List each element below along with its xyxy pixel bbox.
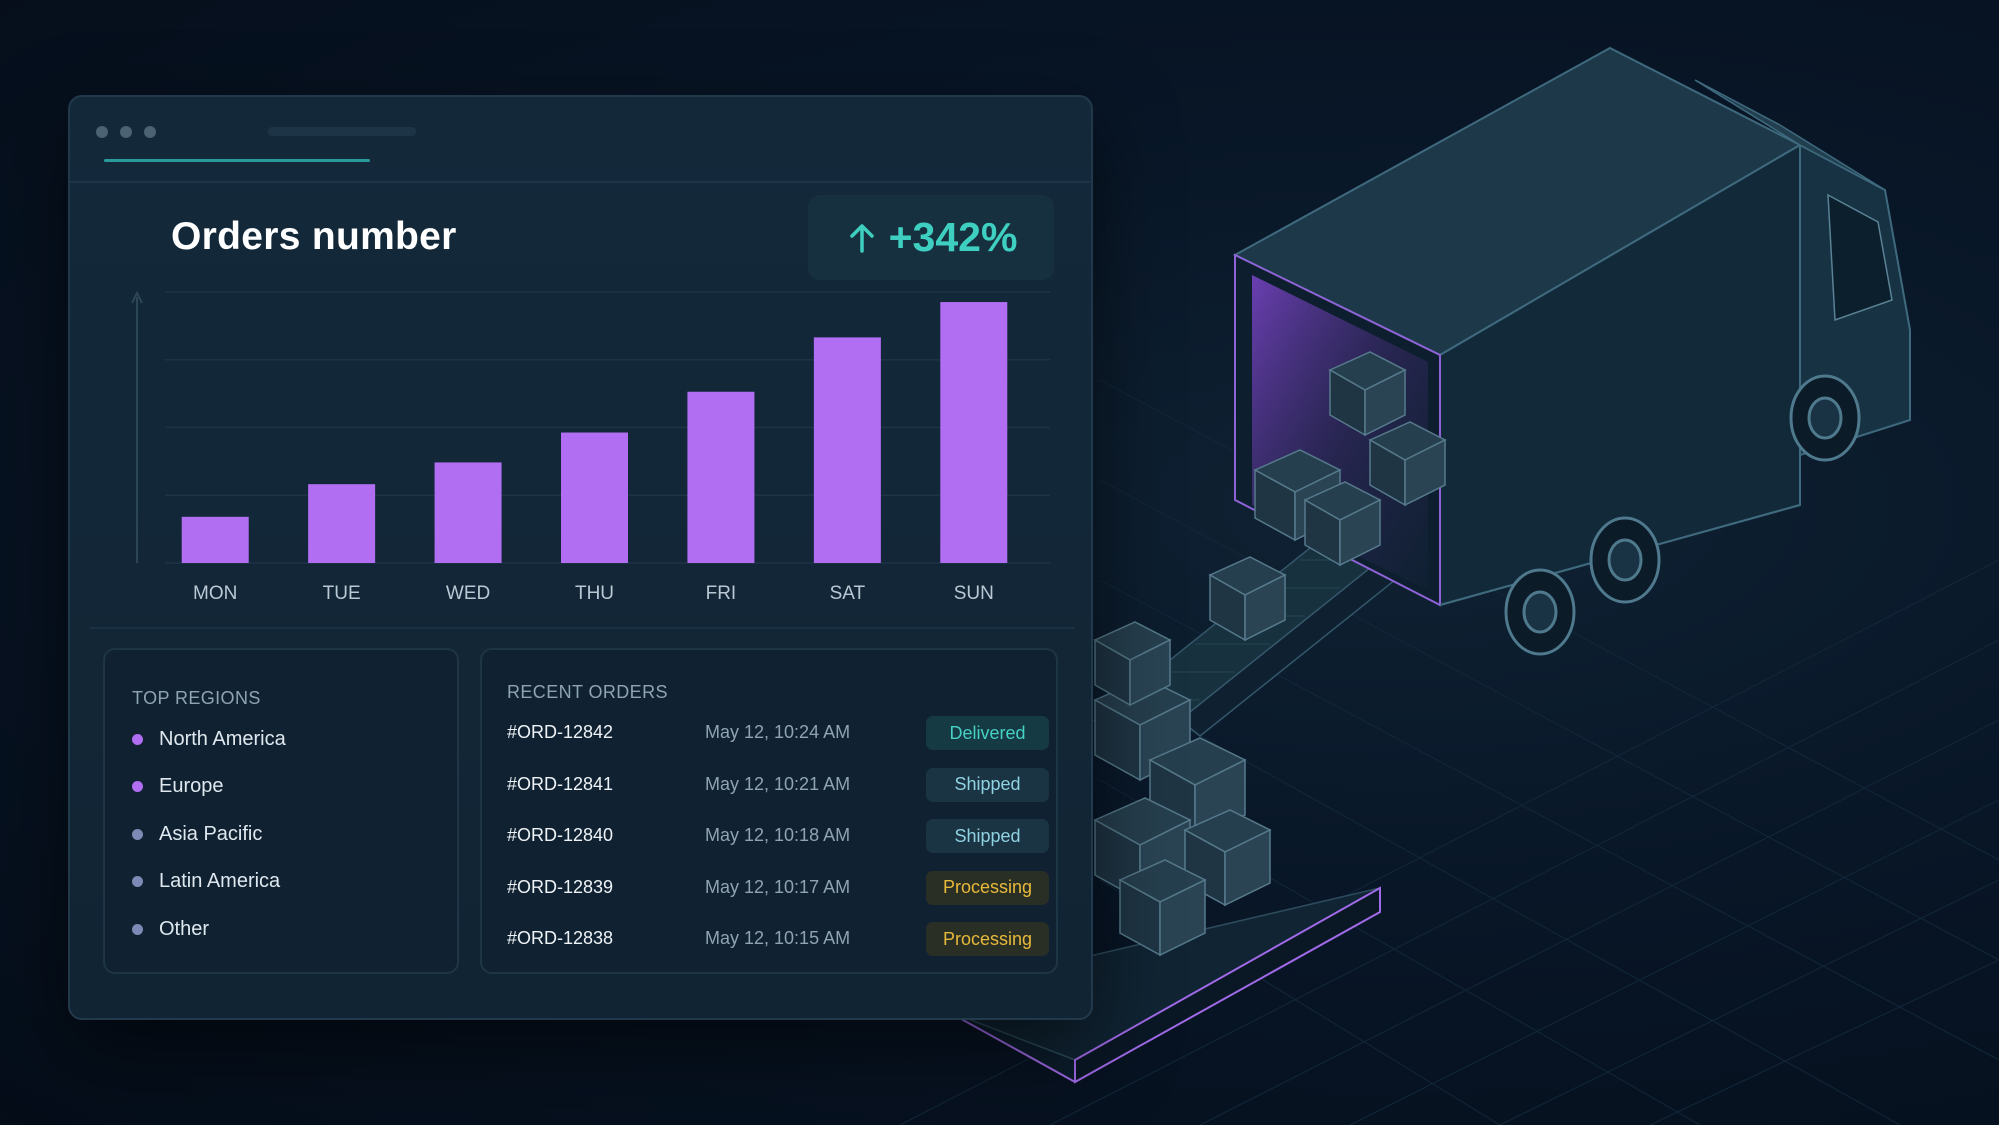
order-time: May 12, 10:17 AM (705, 876, 851, 897)
chart-y-axis-arrow (131, 290, 143, 304)
chart-bar-sat (813, 337, 881, 563)
chart-bar-fri (687, 391, 755, 563)
order-row[interactable]: #ORD-12838 May 12, 10:15 AM Processing (507, 922, 1049, 956)
region-name: Latin America (159, 870, 281, 892)
chart-bar-thu (561, 432, 628, 563)
order-status-badge: Processing (926, 922, 1049, 956)
chart-x-tick-label: SAT (830, 583, 866, 604)
order-row[interactable]: #ORD-12841 May 12, 10:21 AM Shipped (507, 767, 1049, 802)
titlebar-progress-bar (104, 159, 370, 162)
order-row[interactable]: #ORD-12839 May 12, 10:17 AM Processing (507, 870, 1049, 905)
window-maximize-dot[interactable] (144, 126, 156, 138)
region-dot-icon (132, 781, 143, 792)
region-dot-icon (132, 733, 143, 745)
arrow-up-icon (849, 223, 874, 253)
region-dot-icon (132, 876, 143, 887)
chart-bar-wed (434, 462, 502, 563)
region-name: Other (159, 917, 210, 940)
region-item[interactable]: Asia Pacific (132, 822, 262, 846)
chart-x-tick-label: THU (575, 583, 614, 604)
region-name: Asia Pacific (159, 822, 263, 845)
order-id: #ORD-12842 (507, 722, 614, 742)
growth-value: +342% (888, 214, 1018, 260)
order-id: #ORD-12839 (507, 876, 614, 897)
order-id: #ORD-12841 (507, 773, 614, 794)
window-close-dot[interactable] (96, 126, 108, 138)
order-time: May 12, 10:18 AM (705, 825, 851, 845)
order-id: #ORD-12838 (507, 928, 614, 948)
top-regions-heading: TOP REGIONS (132, 688, 261, 708)
orders-bar-chart: MON TUE WED THU FRI SAT SUN (131, 290, 1050, 604)
chart-divider (90, 627, 1075, 629)
truck-wheels (1504, 374, 1861, 656)
order-status-badge: Delivered (926, 716, 1049, 750)
chart-x-tick-label: WED (446, 583, 490, 604)
cargo-boxes (1093, 351, 1447, 957)
order-time: May 12, 10:24 AM (705, 722, 851, 742)
recent-orders-heading: RECENT ORDERS (507, 682, 668, 702)
chart-x-tick-label: FRI (706, 583, 737, 604)
chart-bar-sun (940, 302, 1008, 563)
order-id: #ORD-12840 (507, 825, 614, 845)
chart-x-tick-label: MON (193, 583, 237, 604)
top-regions-panel: TOP REGIONS North America Europe Asia Paci… (103, 648, 459, 974)
chart-x-tick-label: TUE (323, 583, 361, 604)
chart-bar-mon (181, 516, 249, 563)
titlebar-placeholder (268, 127, 416, 136)
chart-x-tick-label: SUN (954, 583, 994, 604)
region-item[interactable]: Europe (132, 775, 224, 799)
order-time: May 12, 10:21 AM (705, 773, 851, 794)
order-row[interactable]: #ORD-12842 May 12, 10:24 AM Delivered (507, 716, 1049, 750)
chart-title: Orders number (171, 215, 457, 258)
region-dot-icon (132, 828, 143, 840)
dashboard-window: Orders number +342% MON TUE WED THU FRI SAT SU… (68, 95, 1093, 1020)
window-titlebar (70, 97, 1091, 183)
region-name: North America (159, 727, 286, 750)
order-row[interactable]: #ORD-12840 May 12, 10:18 AM Shipped (507, 819, 1049, 853)
region-item[interactable]: Latin America (132, 870, 280, 894)
window-minimize-dot[interactable] (120, 126, 132, 138)
growth-badge: +342% (808, 195, 1054, 280)
region-item[interactable]: North America (132, 727, 286, 751)
order-status-badge: Processing (926, 870, 1049, 905)
chart-bar-tue (308, 484, 376, 563)
region-item[interactable]: Other (132, 917, 209, 941)
order-status-badge: Shipped (926, 819, 1049, 853)
order-time: May 12, 10:15 AM (705, 928, 851, 948)
recent-orders-panel: RECENT ORDERS #ORD-12842 May 12, 10:24 AM… (480, 648, 1058, 974)
region-dot-icon (132, 923, 143, 935)
order-status-badge: Shipped (926, 767, 1049, 802)
region-name: Europe (159, 775, 224, 797)
